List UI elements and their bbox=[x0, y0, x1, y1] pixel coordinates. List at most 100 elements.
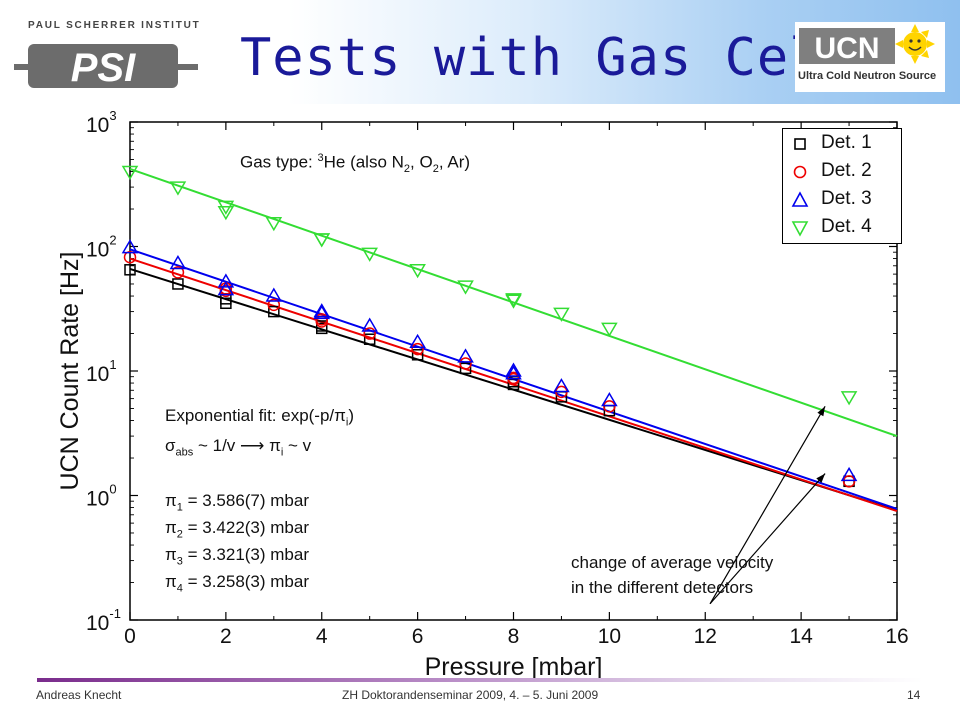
data-point bbox=[124, 264, 136, 276]
data-point bbox=[457, 348, 474, 363]
pi-value-text: = 3.321(3) mbar bbox=[182, 545, 310, 564]
annotation-arrow-line bbox=[709, 406, 826, 605]
velocity-note-line1: change of average velocity bbox=[571, 553, 774, 572]
fit-annotation: Exponential fit: exp(-p/πi) bbox=[165, 406, 354, 429]
legend-item: Det. 3 bbox=[783, 187, 901, 213]
data-point bbox=[840, 391, 858, 406]
data-point bbox=[123, 250, 137, 264]
data-point bbox=[409, 264, 426, 279]
pi-subscript: 1 bbox=[176, 501, 183, 514]
y-tick-label: 103 bbox=[86, 108, 117, 137]
pi-value-1: π1 = 3.586(7) mbar bbox=[165, 491, 310, 514]
x-tick-label: 0 bbox=[124, 625, 136, 648]
pi-value-text: = 3.586(7) mbar bbox=[182, 491, 310, 510]
data-point bbox=[172, 278, 184, 290]
y-tick-label: 100 bbox=[86, 482, 117, 511]
legend-label: Det. 1 bbox=[821, 132, 872, 153]
data-point bbox=[361, 247, 378, 262]
data-point bbox=[217, 200, 235, 215]
data-point bbox=[313, 233, 331, 248]
annotation-arrow-head bbox=[816, 473, 826, 483]
data-point bbox=[169, 181, 187, 196]
data-point bbox=[553, 378, 570, 393]
pi-value-2: π2 = 3.422(3) mbar bbox=[165, 518, 310, 541]
x-tick-label: 12 bbox=[694, 625, 717, 648]
y-tick-label: 102 bbox=[86, 233, 117, 262]
data-point bbox=[121, 239, 139, 254]
gas-type-annotation: Gas type: 3He (also N2, O2, Ar) bbox=[240, 152, 471, 176]
data-point bbox=[316, 322, 328, 335]
data-point bbox=[267, 298, 281, 312]
page-title: Tests with Gas Cell bbox=[240, 28, 854, 88]
annotation-arrow-head bbox=[817, 406, 826, 417]
data-point bbox=[601, 322, 618, 337]
legend-label: Det. 2 bbox=[821, 160, 872, 181]
legend-item: Det. 2 bbox=[783, 159, 901, 185]
legend-marker-icon bbox=[791, 221, 809, 237]
y-tick-label: 10-1 bbox=[86, 606, 121, 635]
data-point bbox=[459, 362, 472, 375]
legend-item: Det. 1 bbox=[783, 131, 901, 157]
annotation-arrow-line bbox=[709, 473, 826, 605]
data-point bbox=[842, 475, 856, 488]
data-point bbox=[363, 333, 376, 345]
pi-subscript: 4 bbox=[176, 582, 183, 595]
psi-logo-text: PSI bbox=[71, 46, 136, 90]
data-point bbox=[505, 365, 522, 380]
y-tick-exponent: 2 bbox=[109, 233, 116, 248]
x-tick-label: 16 bbox=[885, 625, 908, 648]
data-point bbox=[268, 305, 280, 318]
ucn-logo: UCN bbox=[795, 22, 945, 92]
psi-institute-name: PAUL SCHERRER INSTITUT bbox=[28, 20, 201, 31]
y-tick-exponent: 0 bbox=[109, 482, 116, 497]
psi-logo: PSI bbox=[14, 14, 204, 92]
data-point bbox=[409, 333, 426, 349]
velocity-note-line2: in the different detectors bbox=[571, 578, 754, 597]
x-tick-label: 6 bbox=[412, 625, 424, 648]
ucn-logo-text: UCN bbox=[815, 32, 880, 65]
data-point bbox=[217, 281, 235, 296]
x-tick-label: 10 bbox=[598, 625, 621, 648]
pi-value-3: π3 = 3.321(3) mbar bbox=[165, 545, 310, 568]
data-point bbox=[171, 266, 185, 279]
chart-legend: Det. 1 Det. 2 Det. 3 Det. 4 bbox=[782, 128, 902, 244]
x-tick-label: 2 bbox=[220, 625, 232, 648]
pi-subscript: 2 bbox=[176, 528, 183, 541]
data-point bbox=[411, 342, 424, 356]
legend-item: Det. 4 bbox=[783, 215, 901, 241]
legend-marker-icon bbox=[794, 138, 806, 150]
x-tick-label: 8 bbox=[508, 625, 520, 648]
data-point bbox=[217, 273, 235, 288]
data-point bbox=[603, 400, 616, 413]
data-point bbox=[411, 349, 424, 361]
x-axis-label: Pressure [mbar] bbox=[425, 653, 603, 680]
pi-value-text: = 3.422(3) mbar bbox=[182, 518, 310, 537]
data-point bbox=[217, 206, 235, 221]
data-point bbox=[265, 217, 283, 232]
footer-event: ZH Doktorandenseminar 2009, 4. – 5. Juni… bbox=[342, 688, 599, 702]
legend-marker-icon bbox=[791, 191, 809, 207]
data-point bbox=[169, 255, 187, 270]
data-point bbox=[363, 327, 376, 340]
x-tick-label: 14 bbox=[789, 625, 813, 648]
legend-label: Det. 3 bbox=[821, 188, 872, 209]
footer-author: Andreas Knecht bbox=[36, 688, 122, 702]
legend-label: Det. 4 bbox=[821, 216, 872, 237]
fit-line bbox=[129, 167, 898, 438]
ucn-caption: Ultra Cold Neutron Source bbox=[798, 70, 937, 82]
sun-icon bbox=[895, 24, 935, 64]
y-tick-exponent: 1 bbox=[109, 357, 116, 372]
pi-value-text: = 3.258(3) mbar bbox=[182, 572, 310, 591]
data-point bbox=[313, 303, 331, 318]
data-point bbox=[601, 391, 618, 407]
legend-marker-icon bbox=[793, 165, 807, 179]
data-point bbox=[553, 307, 570, 322]
sigma-annotation: σabs ~ 1/v ⟶ πi ~ v bbox=[165, 436, 312, 459]
data-point bbox=[457, 280, 474, 295]
y-axis-label: UCN Count Rate [Hz] bbox=[56, 252, 84, 491]
footer-page-number: 14 bbox=[907, 688, 921, 702]
y-tick-label: 101 bbox=[86, 357, 117, 386]
footer-divider bbox=[37, 678, 923, 682]
data-point bbox=[840, 466, 858, 482]
